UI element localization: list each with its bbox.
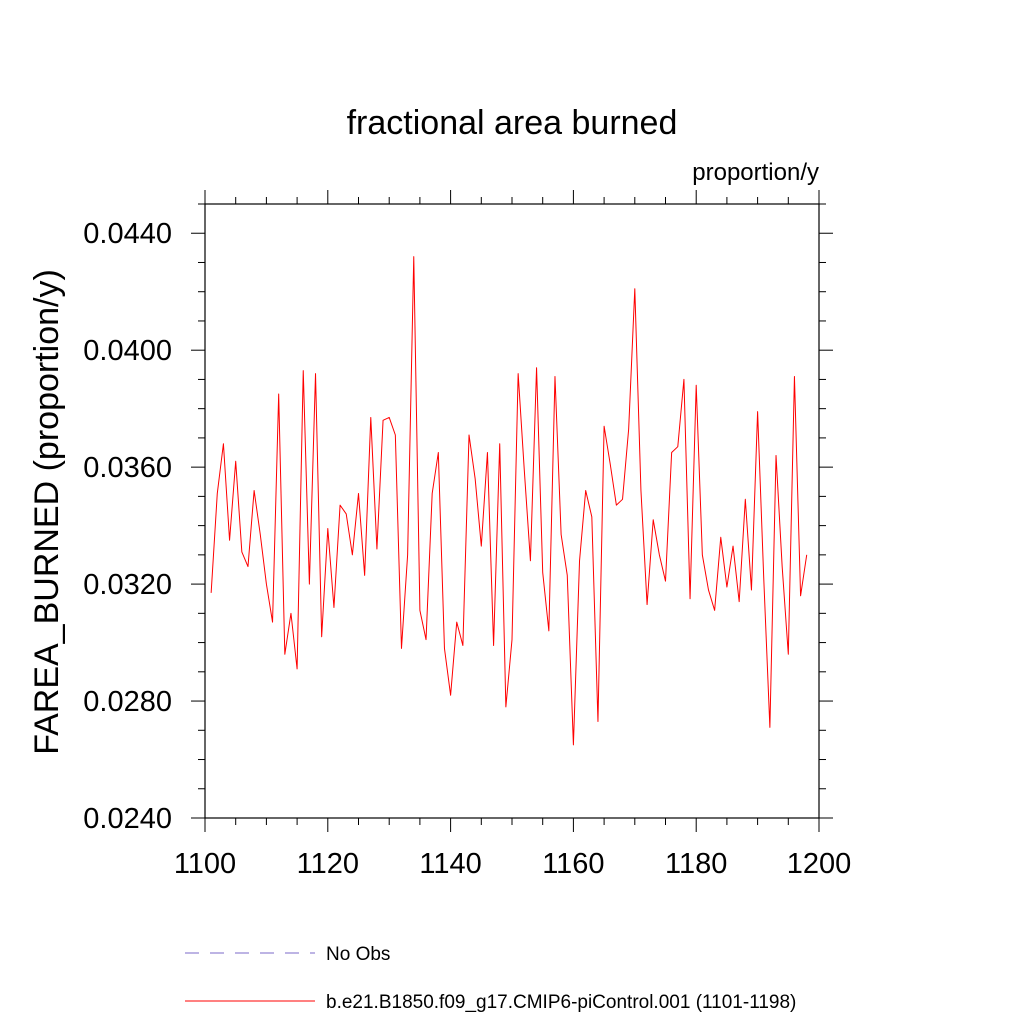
- y-axis-label: FAREA_BURNED (proportion/y): [28, 269, 66, 755]
- y-tick-label: 0.0320: [83, 569, 172, 601]
- axis-tick-labels: 1100 1120 1140 1160 1180 1200 0.0240 0.0280 0.03…: [83, 218, 851, 880]
- legend: No Obs b.e21.B1850.f09_g17.CMIP6-piContr…: [185, 944, 796, 1013]
- chart-title: fractional area burned: [347, 104, 678, 142]
- x-tick-label: 1140: [419, 848, 481, 880]
- plot-frame: [204, 203, 820, 819]
- x-tick-label: 1120: [297, 848, 359, 880]
- axis-ticks: [191, 190, 833, 832]
- x-tick-label: 1200: [787, 848, 852, 880]
- y-tick-label: 0.0280: [83, 686, 172, 718]
- legend-label-model: b.e21.B1850.f09_g17.CMIP6-piControl.001 …: [326, 992, 796, 1013]
- x-tick-label: 1100: [174, 848, 236, 880]
- y-tick-label: 0.0440: [83, 218, 172, 250]
- x-tick-label: 1160: [542, 848, 604, 880]
- y-tick-label: 0.0400: [83, 335, 172, 367]
- units-label: proportion/y: [692, 159, 819, 186]
- y-tick-label: 0.0360: [83, 452, 172, 484]
- data-series: [210, 256, 808, 746]
- series-line: [210, 256, 808, 746]
- x-tick-label: 1180: [665, 848, 727, 880]
- legend-label-no-obs: No Obs: [326, 944, 390, 965]
- y-tick-label: 0.0240: [83, 803, 172, 835]
